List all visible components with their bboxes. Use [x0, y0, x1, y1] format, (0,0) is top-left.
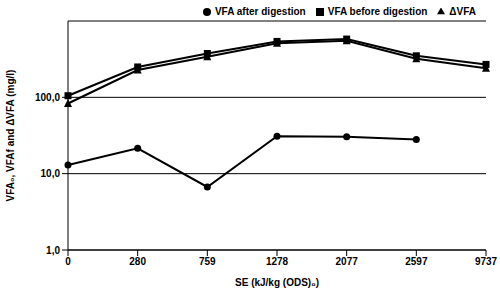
svg-text:9737: 9737 [475, 256, 492, 267]
html-text:ΔVFA: ΔVFA [449, 6, 476, 17]
html-text:VFA before digestion: VFA before digestion [327, 6, 428, 17]
svg-text:759: 759 [199, 256, 216, 267]
svg-text:280: 280 [129, 256, 146, 267]
svg-text:100,0: 100,0 [35, 92, 60, 103]
svg-text:1278: 1278 [266, 256, 289, 267]
svg-text:1,0: 1,0 [46, 245, 60, 256]
svg-text:10,0: 10,0 [41, 168, 61, 179]
html-text:VFA after digestion: VFA after digestion [215, 6, 306, 17]
svg-text:SE (kJ/kg (ODS)₀): SE (kJ/kg (ODS)₀) [235, 277, 319, 288]
svg-text:0: 0 [65, 256, 71, 267]
svg-text:2597: 2597 [405, 256, 428, 267]
svg-text:2077: 2077 [336, 256, 359, 267]
svg-text:VFA₀, VFAf and ΔVFA (mg/l): VFA₀, VFAf and ΔVFA (mg/l) [8, 70, 16, 202]
